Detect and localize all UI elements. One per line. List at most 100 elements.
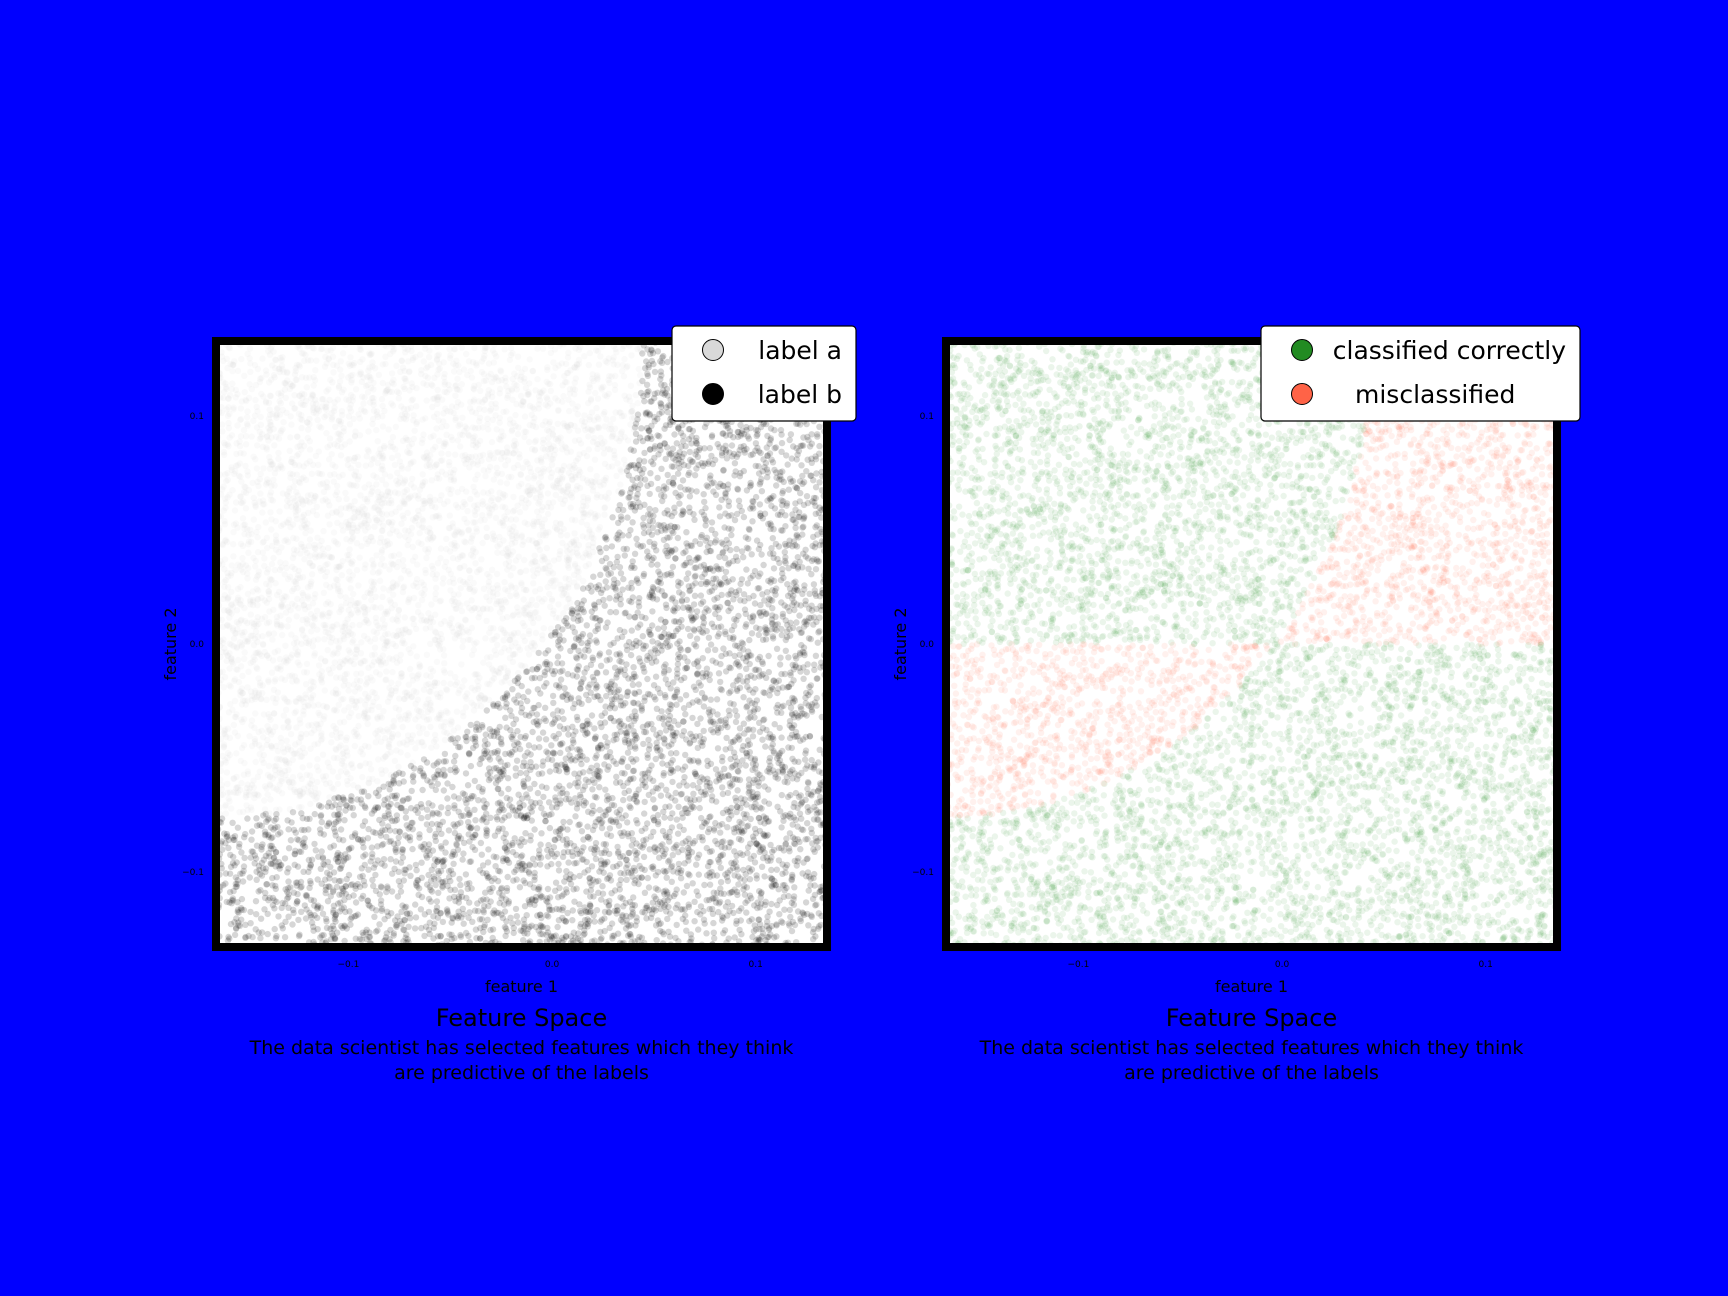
- scatter-point: [604, 584, 610, 590]
- scatter-point: [624, 689, 630, 695]
- scatter-point: [369, 652, 375, 658]
- scatter-point: [397, 716, 403, 722]
- scatter-point: [522, 413, 528, 419]
- scatter-point: [778, 449, 784, 455]
- scatter-point: [235, 586, 241, 592]
- scatter-point: [679, 791, 685, 797]
- scatter-point: [409, 846, 415, 852]
- scatter-point: [509, 686, 515, 692]
- scatter-point: [535, 702, 541, 708]
- scatter-point: [395, 764, 401, 770]
- scatter-point: [603, 416, 609, 422]
- scatter-point: [584, 823, 590, 829]
- scatter-point: [796, 509, 802, 515]
- scatter-point: [393, 528, 399, 534]
- scatter-point: [585, 809, 591, 815]
- scatter-point: [803, 899, 809, 905]
- scatter-point: [264, 569, 270, 575]
- scatter-point: [540, 346, 546, 352]
- scatter-point: [719, 450, 725, 456]
- scatter-point: [441, 660, 447, 666]
- scatter-point: [347, 354, 353, 360]
- scatter-point: [464, 372, 470, 378]
- scatter-point: [412, 901, 418, 907]
- scatter-point: [477, 388, 483, 394]
- scatter-point: [352, 733, 358, 739]
- scatter-point: [383, 668, 389, 674]
- scatter-point: [694, 636, 700, 642]
- scatter-point: [385, 488, 391, 494]
- scatter-point: [435, 387, 441, 393]
- scatter-point: [707, 849, 713, 855]
- scatter-point: [260, 539, 266, 545]
- scatter-point: [245, 591, 251, 597]
- scatter-point: [654, 937, 660, 943]
- scatter-point: [478, 556, 484, 562]
- scatter-point: [372, 645, 378, 651]
- scatter-point: [613, 473, 619, 479]
- scatter-point: [705, 647, 711, 653]
- scatter-point: [594, 763, 600, 769]
- scatter-point: [457, 932, 463, 938]
- scatter-point: [532, 870, 538, 876]
- scatter-point: [732, 795, 738, 801]
- scatter-point: [665, 858, 671, 864]
- scatter-point: [560, 819, 566, 825]
- scatter-point: [559, 360, 565, 366]
- scatter-point: [636, 681, 642, 687]
- scatter-point: [519, 532, 525, 538]
- scatter-point: [557, 750, 563, 756]
- scatter-point: [329, 416, 335, 422]
- scatter-point: [703, 930, 709, 936]
- scatter-point: [298, 849, 304, 855]
- scatter-point: [241, 656, 247, 662]
- scatter-point: [786, 848, 792, 854]
- scatter-point: [474, 678, 480, 684]
- scatter-point: [227, 889, 233, 895]
- scatter-point: [486, 661, 492, 667]
- scatter-point: [585, 542, 591, 548]
- scatter-point: [768, 901, 774, 907]
- scatter-point: [768, 503, 774, 509]
- scatter-point: [610, 737, 616, 743]
- scatter-point: [542, 705, 548, 711]
- scatter-point: [379, 556, 385, 562]
- scatter-point: [565, 557, 571, 563]
- scatter-point: [407, 571, 413, 577]
- scatter-point: [463, 351, 469, 357]
- scatter-point: [235, 825, 241, 831]
- scatter-point: [361, 633, 367, 639]
- scatter-point: [468, 763, 474, 769]
- scatter-point: [382, 677, 388, 683]
- scatter-point: [477, 761, 483, 767]
- scatter-point: [344, 616, 350, 622]
- scatter-point: [229, 562, 235, 568]
- scatter-point: [399, 358, 405, 364]
- scatter-point: [509, 920, 515, 926]
- scatter-point: [805, 804, 811, 810]
- scatter-point: [513, 765, 519, 771]
- scatter-point: [346, 894, 352, 900]
- scatter-point: [533, 602, 539, 608]
- scatter-point: [457, 882, 463, 888]
- scatter-point: [329, 379, 335, 385]
- scatter-point: [255, 366, 261, 372]
- scatter-point: [702, 516, 708, 522]
- scatter-point: [555, 421, 561, 427]
- scatter-point: [253, 898, 259, 904]
- scatter-point: [589, 786, 595, 792]
- scatter-point: [736, 836, 742, 842]
- scatter-point: [393, 424, 399, 430]
- scatter-point: [517, 509, 523, 515]
- scatter-point: [492, 833, 498, 839]
- scatter-point: [672, 935, 678, 941]
- scatter-point: [440, 919, 446, 925]
- scatter-point: [374, 630, 380, 636]
- scatter-point: [446, 579, 452, 585]
- scatter-point: [433, 585, 439, 591]
- scatter-point: [464, 508, 470, 514]
- scatter-point: [280, 419, 286, 425]
- scatter-point: [692, 593, 698, 599]
- scatter-point: [341, 817, 347, 823]
- scatter-point: [639, 705, 645, 711]
